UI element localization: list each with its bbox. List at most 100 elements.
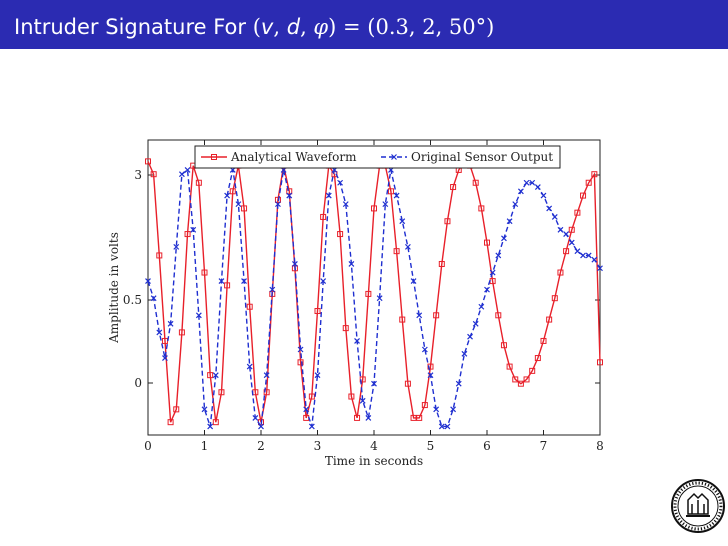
data-point-square (546, 316, 553, 323)
data-point-x (325, 192, 332, 199)
data-point-square (224, 282, 231, 289)
data-point-square (145, 158, 151, 165)
data-point-square (212, 419, 219, 426)
data-point-square (438, 260, 445, 267)
data-point-square (416, 414, 423, 421)
data-point-x (354, 338, 360, 344)
legend-box (194, 145, 561, 169)
data-point-x (393, 192, 400, 199)
data-point-square (529, 367, 536, 374)
data-point-x (399, 218, 406, 225)
data-point-x (162, 355, 168, 361)
data-point-square (540, 337, 547, 344)
data-point-x (308, 423, 315, 430)
data-point-x (506, 218, 513, 225)
data-point-x (201, 406, 208, 413)
data-point-x (365, 414, 372, 421)
data-point-square (320, 213, 327, 220)
data-point-x (540, 192, 547, 199)
data-point-x (167, 320, 174, 327)
chart-svg: 0 1 2 3 4 5 6 7 8 3 0.5 0 Time in seconds Amplitude i… (107, 139, 604, 468)
data-point-x (348, 261, 355, 267)
data-point-x (501, 235, 507, 242)
data-point-x (455, 380, 462, 387)
x-tick-label: 4 (370, 439, 378, 453)
x-tick-label: 5 (427, 439, 435, 453)
data-point-square (580, 192, 587, 199)
x-tick-label: 3 (314, 439, 322, 453)
data-point-x (218, 278, 225, 285)
data-point-x (190, 226, 197, 233)
legend-label-2: Original Sensor Output (411, 150, 553, 164)
data-point-square (568, 226, 575, 233)
data-point-square (207, 372, 214, 379)
data-point-x (467, 333, 473, 340)
data-point-square (534, 355, 541, 362)
data-point-x (512, 201, 519, 208)
data-point-x (286, 192, 293, 199)
data-point-square (178, 329, 185, 336)
data-point-square (523, 376, 530, 383)
data-point-x (382, 201, 389, 208)
data-point-x (303, 406, 310, 413)
data-point-square (597, 359, 603, 366)
data-point-square (410, 414, 417, 421)
data-point-x (427, 372, 434, 379)
data-point-x (291, 261, 298, 267)
title-var-v: v (260, 15, 274, 39)
data-point-x (376, 295, 383, 302)
y-tick-label: 0 (134, 376, 142, 390)
data-point-x (551, 214, 558, 220)
data-point-x (207, 423, 214, 430)
data-point-x (478, 303, 485, 310)
title-comma-1: , (273, 15, 287, 39)
x-tick-label: 1 (201, 439, 209, 453)
chart-figure: 0 1 2 3 4 5 6 7 8 3 0.5 0 Time in seconds Amplitude i… (100, 130, 620, 475)
data-point-square (229, 188, 236, 195)
university-seal-icon (670, 478, 726, 534)
data-point-x (145, 278, 151, 285)
data-point-x (150, 295, 157, 302)
data-point-x (404, 243, 411, 250)
data-point-square (551, 295, 558, 302)
data-point-x (568, 239, 575, 246)
data-point-x (178, 171, 185, 178)
title-values: ) = (0.3, 2, 50°) (328, 15, 495, 39)
data-point-x (269, 286, 276, 293)
data-point-x (320, 278, 327, 285)
x-tick-label: 7 (540, 439, 548, 453)
data-point-square (404, 380, 411, 387)
data-point-x (495, 252, 502, 259)
title-bar: Intruder Signature For (v, d, φ) = (0.3,… (0, 0, 728, 49)
x-tick-label: 0 (144, 439, 152, 453)
data-point-x (591, 256, 598, 263)
x-tick-label: 2 (257, 439, 265, 453)
y-tick-label: 3 (134, 168, 142, 182)
data-point-x (184, 167, 191, 173)
data-point-square (506, 363, 513, 370)
data-point-x (410, 278, 417, 285)
title-var-phi: φ (313, 15, 329, 39)
data-point-x (472, 320, 479, 327)
data-point-square (348, 393, 355, 400)
data-point-x (235, 201, 242, 208)
data-point-square (387, 188, 394, 195)
data-point-square (517, 380, 524, 387)
data-point-x (337, 179, 344, 186)
x-axis-label: Time in seconds (325, 454, 423, 468)
data-point-square (241, 205, 248, 212)
data-point-x (252, 414, 259, 421)
y-axis-label: Amplitude in volts (107, 232, 121, 344)
data-point-x (342, 201, 349, 208)
data-point-x (517, 188, 524, 195)
data-point-x (212, 372, 219, 379)
data-point-square (450, 184, 457, 191)
data-point-x (195, 312, 202, 319)
data-point-square (495, 312, 502, 319)
data-point-square (444, 218, 451, 225)
data-point-x (416, 312, 423, 319)
data-point-x (173, 243, 180, 250)
data-point-x (359, 397, 366, 404)
data-point-x (557, 226, 564, 233)
data-point-x (529, 179, 536, 186)
